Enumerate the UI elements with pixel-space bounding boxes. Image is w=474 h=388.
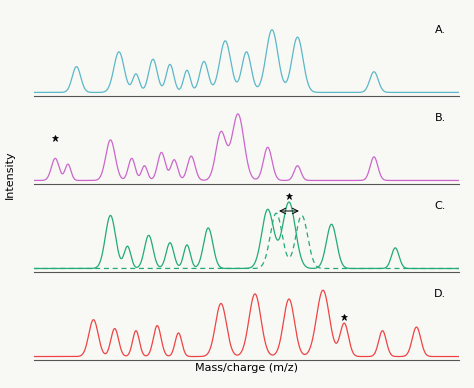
Text: C.: C. (435, 201, 446, 211)
Text: Intensity: Intensity (5, 150, 15, 199)
Text: D.: D. (434, 289, 446, 299)
Text: A.: A. (435, 25, 446, 35)
X-axis label: Mass/charge (m/z): Mass/charge (m/z) (195, 363, 298, 373)
Text: B.: B. (435, 113, 446, 123)
